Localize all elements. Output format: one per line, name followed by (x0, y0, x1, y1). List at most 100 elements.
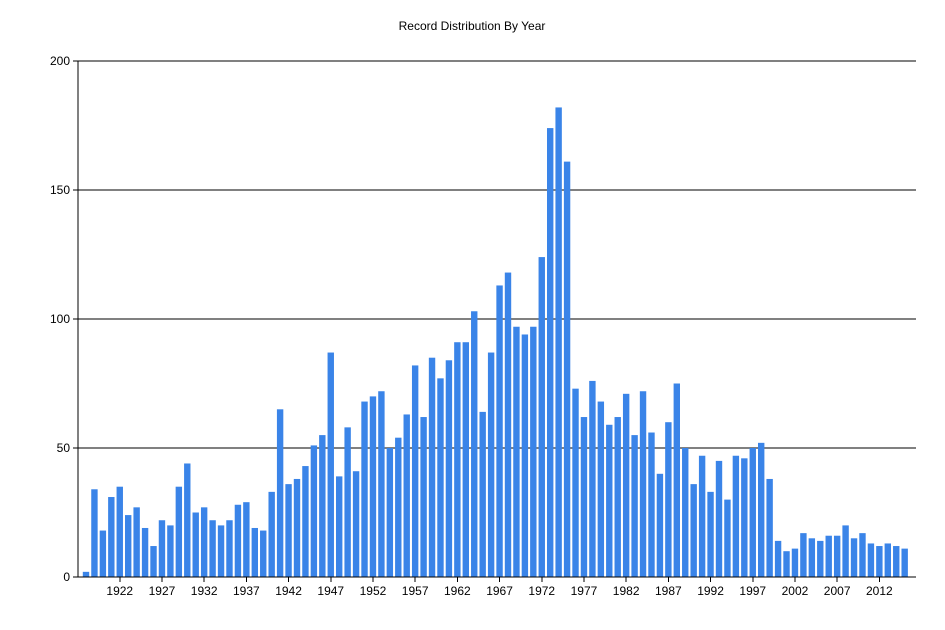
bar-2012 (876, 546, 883, 577)
y-tick-label: 150 (50, 183, 70, 197)
bar-1989 (682, 448, 689, 577)
bar-2003 (800, 533, 807, 577)
bar-1929 (175, 486, 183, 577)
bar-1973 (547, 128, 554, 577)
bar-1974 (555, 107, 562, 577)
bar-2006 (825, 535, 832, 577)
x-tick-label: 1992 (697, 584, 724, 598)
bar-1942 (285, 484, 292, 577)
bar-1920 (99, 530, 107, 577)
bar-2004 (808, 538, 816, 577)
bar-1983 (631, 435, 638, 577)
bar-2007 (833, 535, 841, 577)
bar-2015 (901, 548, 908, 577)
bar-1990 (690, 484, 697, 577)
x-tick-label: 1952 (360, 584, 387, 598)
bar-1977 (580, 417, 588, 577)
bar-1965 (479, 411, 486, 577)
bar-1998 (758, 442, 765, 577)
x-axis: 1922 1927 1932 1937 1942 1947 1952 1957 1962 1967… (78, 576, 916, 598)
bar-1926 (150, 546, 157, 577)
bar-1935 (226, 520, 233, 577)
bar-1993 (715, 460, 723, 577)
bar-1954 (386, 448, 394, 577)
y-tick-label: 100 (50, 312, 70, 326)
x-tick-label: 1967 (486, 584, 513, 598)
bar-1934 (217, 525, 225, 577)
bar-1999 (766, 478, 773, 577)
bar-2013 (884, 543, 891, 577)
bar-2011 (867, 543, 875, 577)
bar-1981 (614, 417, 621, 577)
bar-1945 (310, 445, 318, 577)
y-tick-label: 50 (57, 441, 71, 455)
bar-1966 (487, 352, 495, 577)
bar-1992 (707, 491, 714, 577)
bar-1923 (125, 515, 132, 577)
bar-2009 (850, 538, 858, 577)
bar-1986 (656, 473, 664, 577)
bar-1937 (243, 502, 250, 577)
bar-1962 (454, 342, 461, 577)
bar-1938 (251, 527, 258, 577)
bar-1947 (327, 352, 334, 577)
bar-1924 (133, 507, 140, 577)
y-axis: 0 50 100 150 200 (50, 54, 79, 584)
bar-1985 (648, 432, 655, 577)
y-tick-label: 200 (50, 54, 70, 68)
bar-1969 (513, 326, 520, 577)
bar-1964 (471, 311, 478, 577)
bar-1963 (462, 342, 469, 577)
x-tick-label: 1942 (275, 584, 302, 598)
bar-2000 (774, 540, 782, 577)
bar-2005 (817, 540, 824, 577)
bar-1961 (445, 360, 453, 577)
x-tick-label: 1937 (233, 584, 260, 598)
bar-1931 (192, 512, 199, 577)
bar-1995 (732, 455, 740, 577)
bar-1972 (538, 257, 545, 577)
x-tick-label: 1922 (106, 584, 133, 598)
bar-1948 (336, 476, 343, 577)
bar-1959 (428, 357, 436, 577)
bar-1939 (260, 530, 267, 577)
x-tick-label: 1957 (402, 584, 429, 598)
bar-1927 (158, 520, 166, 577)
bar-1921 (108, 497, 115, 577)
bar-1994 (724, 499, 731, 577)
bar-1949 (344, 427, 351, 577)
bar-1944 (302, 466, 309, 577)
bar-1958 (420, 417, 427, 577)
bar-1976 (572, 388, 579, 577)
x-tick-label: 2007 (824, 584, 851, 598)
bar-1946 (319, 435, 326, 577)
chart-title: Record Distribution By Year (399, 19, 546, 33)
bar-1987 (665, 422, 672, 577)
bar-1991 (698, 455, 706, 577)
bar-1918 (82, 571, 90, 577)
bar-1982 (622, 393, 630, 577)
bar-1997 (749, 448, 756, 577)
x-tick-label: 2012 (866, 584, 893, 598)
x-tick-label: 1987 (655, 584, 682, 598)
bar-2002 (791, 548, 799, 577)
bar-1978 (589, 380, 596, 577)
bar-1933 (209, 520, 216, 577)
bar-1930 (184, 463, 191, 577)
bar-2008 (842, 525, 849, 577)
x-tick-label: 2002 (782, 584, 809, 598)
bar-1925 (141, 527, 149, 577)
bar-1943 (293, 478, 301, 577)
bar-1951 (361, 401, 368, 577)
bar-1956 (403, 414, 410, 577)
x-tick-label: 1972 (528, 584, 555, 598)
bar-1979 (597, 401, 605, 577)
bar-1919 (91, 489, 98, 577)
x-tick-label: 1977 (571, 584, 598, 598)
x-tick-label: 1927 (149, 584, 176, 598)
x-tick-label: 1932 (191, 584, 218, 598)
bars (82, 107, 908, 577)
bar-1940 (268, 491, 275, 577)
bar-1953 (378, 391, 385, 577)
